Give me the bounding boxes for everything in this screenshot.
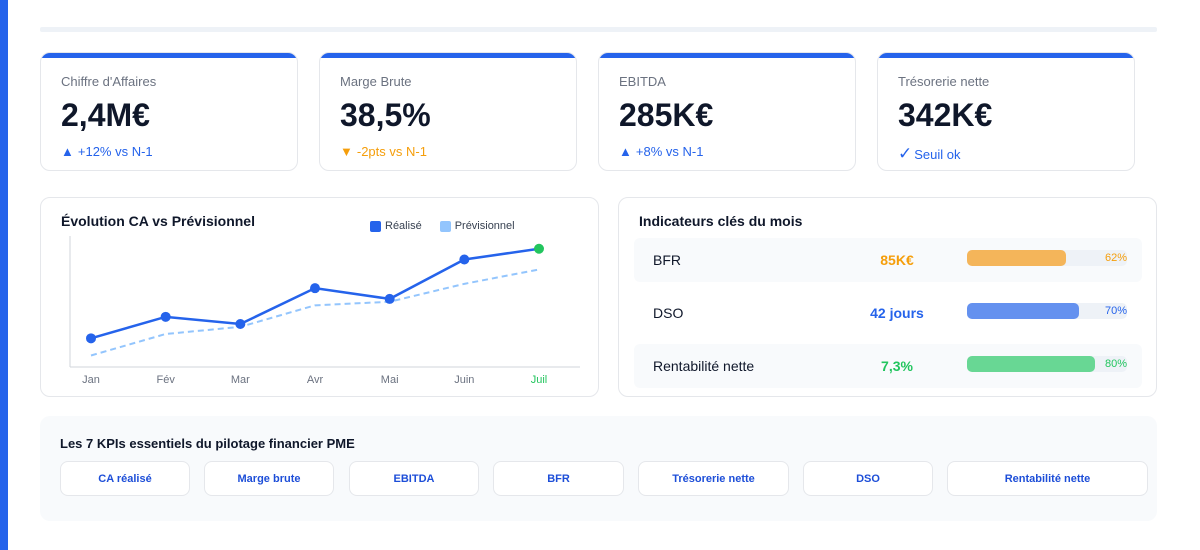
kpi-card-gross-margin: Marge Brute 38,5% ▼ -2pts vs N-1 bbox=[319, 52, 577, 171]
data-point-actual bbox=[86, 333, 96, 344]
essential-kpis-panel: Les 7 KPIs essentiels du pilotage financ… bbox=[40, 416, 1157, 521]
x-tick-label: Mai bbox=[381, 374, 399, 386]
kpi-delta-text: -2pts vs N-1 bbox=[356, 144, 427, 159]
kpi-label: Trésorerie nette bbox=[898, 74, 990, 89]
indicator-row-bfr: BFR 85K€ 62% bbox=[634, 238, 1142, 282]
top-divider bbox=[40, 27, 1157, 32]
kpi-card-accent-bar bbox=[41, 53, 297, 58]
kpi-card-net-cash: Trésorerie nette 342K€ ✓ Seuil ok bbox=[877, 52, 1135, 171]
x-tick-label: Mar bbox=[231, 374, 250, 386]
data-point-actual bbox=[459, 254, 470, 265]
kpi-chip-rentabilite-nette[interactable]: Rentabilité nette bbox=[947, 461, 1148, 496]
indicator-progress-fill bbox=[967, 356, 1095, 372]
data-point-actual bbox=[384, 293, 395, 304]
kpi-value: 342K€ bbox=[898, 97, 993, 133]
indicator-progress-track: 62% bbox=[967, 250, 1127, 266]
kpi-value: 2,4M€ bbox=[61, 97, 150, 133]
indicator-row-net-profitability: Rentabilité nette 7,3% 80% bbox=[634, 344, 1142, 388]
essential-kpis-title: Les 7 KPIs essentiels du pilotage financ… bbox=[60, 436, 355, 451]
check-icon: ✓ bbox=[898, 144, 913, 163]
indicator-value: 42 jours bbox=[870, 305, 924, 321]
series-line-actual bbox=[90, 247, 540, 340]
x-tick-label: Avr bbox=[307, 374, 324, 386]
x-tick-label: Fév bbox=[156, 374, 175, 386]
indicator-progress-fill bbox=[967, 303, 1079, 319]
indicator-progress-track: 80% bbox=[967, 356, 1127, 372]
kpi-delta: ✓ Seuil ok bbox=[898, 144, 961, 164]
chart-legend: Réalisé Prévisionnel bbox=[370, 220, 515, 232]
kpi-chip-dso[interactable]: DSO bbox=[803, 461, 933, 496]
kpi-label: Chiffre d'Affaires bbox=[61, 74, 157, 89]
kpi-chip-tresorerie-nette[interactable]: Trésorerie nette bbox=[638, 461, 789, 496]
x-tick-label: Juil bbox=[531, 374, 548, 386]
kpi-delta-text: +12% vs N-1 bbox=[77, 144, 153, 159]
indicator-value: 85K€ bbox=[880, 252, 914, 268]
arrow-up-icon: ▲ bbox=[619, 144, 632, 159]
chart-title: Évolution CA vs Prévisionnel bbox=[61, 213, 255, 229]
data-point-actual bbox=[235, 319, 246, 329]
kpi-delta: ▲ +12% vs N-1 bbox=[61, 144, 153, 159]
indicator-percent: 70% bbox=[1104, 305, 1127, 317]
accent-strip bbox=[0, 0, 8, 550]
indicator-percent: 62% bbox=[1104, 252, 1127, 264]
kpi-card-accent-bar bbox=[320, 53, 576, 58]
legend-swatch-forecast bbox=[439, 220, 451, 232]
kpi-delta-text: Seuil ok bbox=[914, 147, 961, 162]
kpi-value: 38,5% bbox=[340, 97, 431, 133]
legend-label-actual: Réalisé bbox=[385, 220, 422, 232]
data-point-actual bbox=[534, 243, 544, 254]
indicator-progress-track: 70% bbox=[967, 303, 1127, 319]
indicator-progress-fill bbox=[967, 250, 1067, 266]
monthly-indicators-panel: Indicateurs clés du mois BFR 85K€ 62% DS… bbox=[618, 197, 1157, 397]
kpi-delta: ▲ +8% vs N-1 bbox=[619, 144, 703, 159]
indicator-value: 7,3% bbox=[881, 358, 913, 374]
legend-swatch-actual bbox=[370, 220, 381, 232]
indicators-title: Indicateurs clés du mois bbox=[639, 213, 803, 229]
indicator-percent: 80% bbox=[1104, 358, 1127, 370]
kpi-card-accent-bar bbox=[599, 53, 855, 58]
kpi-chip-bfr[interactable]: BFR bbox=[493, 461, 624, 496]
x-tick-label: Jan bbox=[82, 374, 100, 386]
indicator-label: DSO bbox=[653, 305, 684, 321]
indicator-label: Rentabilité nette bbox=[653, 358, 755, 374]
arrow-up-icon: ▲ bbox=[61, 144, 74, 159]
kpi-chip-marge-brute[interactable]: Marge brute bbox=[204, 461, 334, 496]
kpi-chip-ca-realise[interactable]: CA réalisé bbox=[60, 461, 190, 496]
arrow-down-icon: ▼ bbox=[340, 144, 353, 159]
revenue-line-chart: Jan Fév Mar Avr Mai Juin Juil bbox=[69, 236, 580, 386]
kpi-chip-ebitda[interactable]: EBITDA bbox=[349, 461, 479, 496]
kpi-card-accent-bar bbox=[878, 53, 1134, 58]
kpi-card-revenue: Chiffre d'Affaires 2,4M€ ▲ +12% vs N-1 bbox=[40, 52, 298, 171]
data-point-actual bbox=[160, 311, 171, 322]
indicator-row-dso: DSO 42 jours 70% bbox=[634, 291, 1142, 335]
kpi-delta: ▼ -2pts vs N-1 bbox=[340, 144, 427, 159]
kpi-value: 285K€ bbox=[619, 97, 714, 133]
legend-label-forecast: Prévisionnel bbox=[454, 220, 515, 232]
indicator-label: BFR bbox=[653, 252, 681, 268]
series-line-forecast bbox=[90, 268, 540, 357]
revenue-chart-panel: Évolution CA vs Prévisionnel Réalisé Pré… bbox=[40, 197, 599, 397]
kpi-card-ebitda: EBITDA 285K€ ▲ +8% vs N-1 bbox=[598, 52, 856, 171]
kpi-label: EBITDA bbox=[619, 74, 666, 89]
x-tick-label: Juin bbox=[454, 374, 474, 386]
data-point-actual bbox=[310, 283, 320, 294]
kpi-label: Marge Brute bbox=[340, 74, 412, 89]
kpi-delta-text: +8% vs N-1 bbox=[635, 144, 704, 159]
